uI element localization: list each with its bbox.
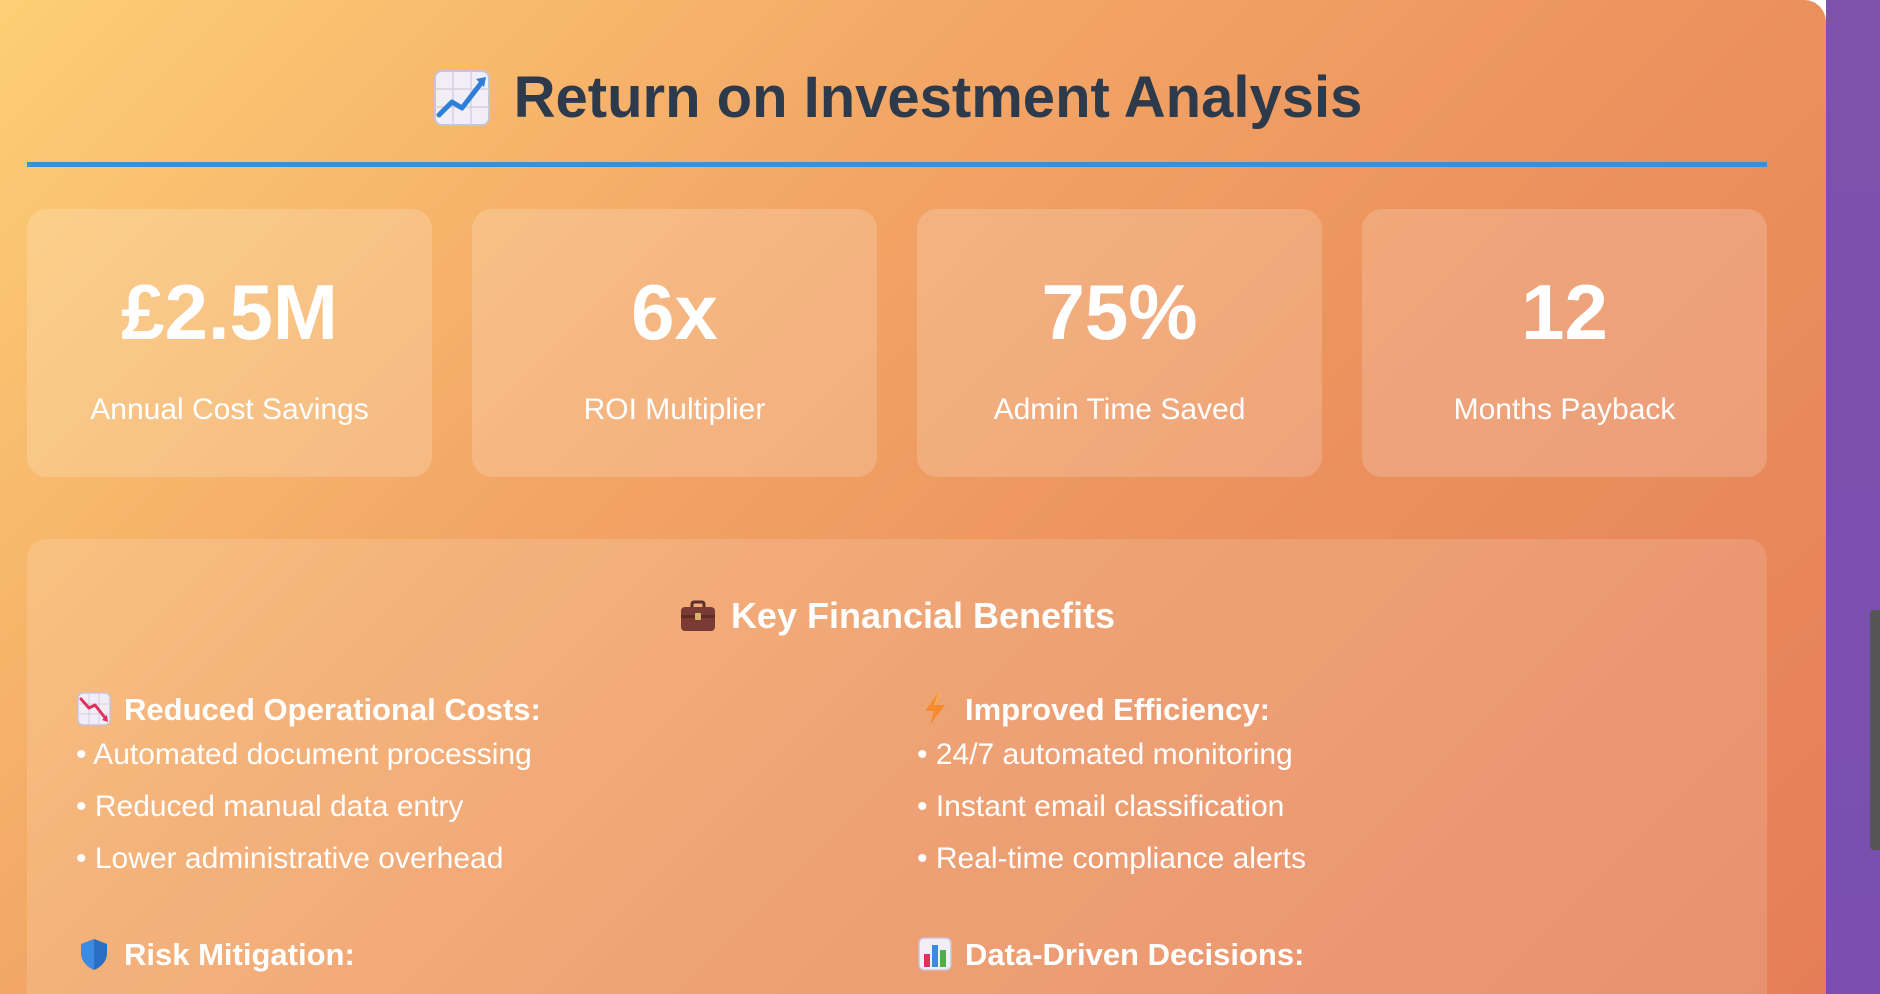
stat-label: Months Payback <box>1453 393 1676 426</box>
list-item: • Lower administrative overhead <box>76 842 504 875</box>
lightning-icon <box>925 693 945 725</box>
benefits-title-row: Key Financial Benefits <box>27 597 1767 635</box>
benefit-list: • 24/7 automated monitoring • Instant em… <box>917 729 1697 885</box>
shield-icon <box>81 939 107 970</box>
chart-decreasing-icon <box>77 692 111 726</box>
list-item: • Reduced manual data entry <box>76 790 464 823</box>
stat-card-payback: 12 Months Payback <box>1362 209 1767 477</box>
stat-value: 6x <box>631 268 718 356</box>
scrollbar-thumb[interactable] <box>1870 610 1880 850</box>
stat-value: 75% <box>1041 268 1198 356</box>
key-benefits-card: Key Financial Benefits Reduced Operation… <box>27 539 1767 994</box>
list-item: • 24/7 automated monitoring <box>917 738 1293 771</box>
benefit-group-title: Improved Efficiency: <box>965 691 1270 727</box>
benefit-group-title: Reduced Operational Costs: <box>124 691 541 727</box>
benefit-group-header: Improved Efficiency: <box>917 689 1697 729</box>
benefit-group-risk: Risk Mitigation: <box>76 934 856 974</box>
roi-panel: Return on Investment Analysis £2.5M Annu… <box>0 0 1826 994</box>
stat-label: Annual Cost Savings <box>90 393 369 426</box>
stats-row: £2.5M Annual Cost Savings 6x ROI Multipl… <box>27 209 1767 477</box>
stat-value: £2.5M <box>121 268 338 356</box>
briefcase-icon <box>680 600 715 631</box>
stat-label: Admin Time Saved <box>993 393 1246 426</box>
benefit-group-costs: Reduced Operational Costs: • Automated d… <box>76 689 856 885</box>
stat-card-roi-multiplier: 6x ROI Multiplier <box>472 209 877 477</box>
benefit-group-data-driven: Data-Driven Decisions: <box>917 934 1697 974</box>
page-title-row: Return on Investment Analysis <box>27 58 1767 138</box>
stat-value: 12 <box>1521 268 1608 356</box>
chart-increasing-icon <box>433 70 490 126</box>
benefit-group-header: Risk Mitigation: <box>76 934 856 974</box>
list-item: • Real-time compliance alerts <box>917 842 1306 875</box>
benefit-group-title: Data-Driven Decisions: <box>965 936 1305 972</box>
stat-card-admin-time: 75% Admin Time Saved <box>917 209 1322 477</box>
title-divider <box>27 162 1767 167</box>
list-item: • Automated document processing <box>76 738 532 771</box>
benefits-title: Key Financial Benefits <box>730 595 1116 636</box>
benefit-group-header: Data-Driven Decisions: <box>917 934 1697 974</box>
benefit-group-efficiency: Improved Efficiency: • 24/7 automated mo… <box>917 689 1697 885</box>
bar-chart-icon <box>918 937 952 971</box>
benefit-list: • Automated document processing • Reduce… <box>76 729 856 885</box>
list-item: • Instant email classification <box>917 790 1285 823</box>
page-title: Return on Investment Analysis <box>513 65 1363 130</box>
stat-label: ROI Multiplier <box>583 393 766 426</box>
stat-card-cost-savings: £2.5M Annual Cost Savings <box>27 209 432 477</box>
benefit-group-title: Risk Mitigation: <box>124 936 355 972</box>
benefit-group-header: Reduced Operational Costs: <box>76 689 856 729</box>
